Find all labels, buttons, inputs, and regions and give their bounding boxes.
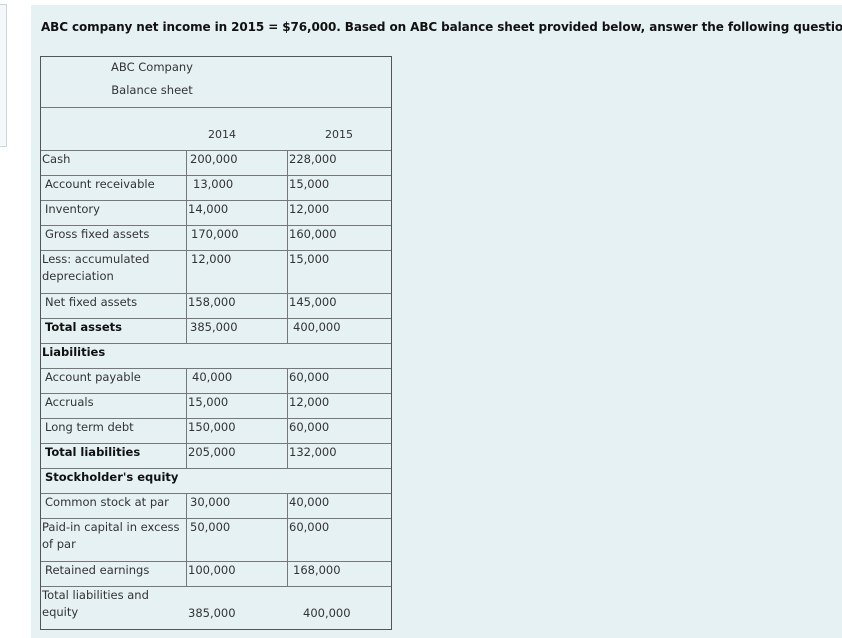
row-label-common-stock: Common stock at par <box>45 495 169 509</box>
gross-fixed-assets-2014: 170,000 <box>191 227 239 241</box>
account-receivable-2014: 13,000 <box>193 177 234 191</box>
accumulated-depreciation-2015: 15,000 <box>289 252 330 266</box>
question-text: ABC company net income in 2015 = $76,000… <box>41 20 842 34</box>
accruals-2014: 15,000 <box>188 395 229 409</box>
row-label-retained-earnings: Retained earnings <box>45 563 150 577</box>
row-label-accruals: Accruals <box>45 395 94 409</box>
inventory-2014: 14,000 <box>188 202 229 216</box>
section-stockholders-equity: Stockholder's equity <box>45 470 179 484</box>
account-payable-2014: 40,000 <box>192 370 233 384</box>
paid-in-capital-2014: 50,000 <box>190 520 231 534</box>
cash-2015: 228,000 <box>289 152 337 166</box>
account-payable-2015: 60,000 <box>289 370 330 384</box>
row-label-paid-in-capital: Paid-in capital in excess of par <box>42 520 180 551</box>
row-label-total-liabilities-and-equity: Total liabilities and equity <box>42 588 149 619</box>
inventory-2015: 12,000 <box>289 202 330 216</box>
sheet-title: Balance sheet <box>111 83 193 97</box>
paid-in-capital-2015: 60,000 <box>289 520 330 534</box>
retained-earnings-2014: 100,000 <box>188 563 236 577</box>
long-term-debt-2014: 150,000 <box>188 420 236 434</box>
long-term-debt-2015: 60,000 <box>289 420 330 434</box>
total-liabilities-2015: 132,000 <box>289 445 337 459</box>
row-label-cash: Cash <box>42 152 71 166</box>
year-2014-header: 2014 <box>208 128 236 141</box>
row-label-total-liabilities: Total liabilities <box>45 445 141 459</box>
side-tab <box>0 4 7 147</box>
row-label-gross-fixed-assets: Gross fixed assets <box>45 227 150 241</box>
row-label-account-receivable: Account receivable <box>45 177 155 191</box>
total-liabilities-and-equity-2014: 385,000 <box>188 606 236 620</box>
accruals-2015: 12,000 <box>289 395 330 409</box>
common-stock-2015: 40,000 <box>289 495 330 509</box>
net-fixed-assets-2015: 145,000 <box>289 295 337 309</box>
row-label-accumulated-depreciation: Less: accumulated depreciation <box>42 252 150 283</box>
row-label-total-assets: Total assets <box>45 320 123 334</box>
year-2015-header: 2015 <box>325 128 353 141</box>
common-stock-2014: 30,000 <box>190 495 231 509</box>
accumulated-depreciation-2014: 12,000 <box>191 252 232 266</box>
account-receivable-2015: 15,000 <box>289 177 330 191</box>
row-label-inventory: Inventory <box>45 202 100 216</box>
total-assets-2014: 385,000 <box>190 320 238 334</box>
total-liabilities-and-equity-2015: 400,000 <box>303 606 351 620</box>
net-fixed-assets-2014: 158,000 <box>188 295 236 309</box>
total-liabilities-2014: 205,000 <box>188 445 236 459</box>
row-label-net-fixed-assets: Net fixed assets <box>45 295 138 309</box>
row-label-account-payable: Account payable <box>45 370 141 384</box>
cash-2014: 200,000 <box>190 152 238 166</box>
gross-fixed-assets-2015: 160,000 <box>289 227 337 241</box>
total-assets-2015: 400,000 <box>293 320 341 334</box>
company-name: ABC Company <box>111 60 193 74</box>
section-liabilities: Liabilities <box>42 345 106 359</box>
balance-sheet-table: ABC Company Balance sheet 2014 2015 Cash… <box>40 56 392 630</box>
retained-earnings-2015: 168,000 <box>293 563 341 577</box>
row-label-long-term-debt: Long term debt <box>45 420 134 434</box>
